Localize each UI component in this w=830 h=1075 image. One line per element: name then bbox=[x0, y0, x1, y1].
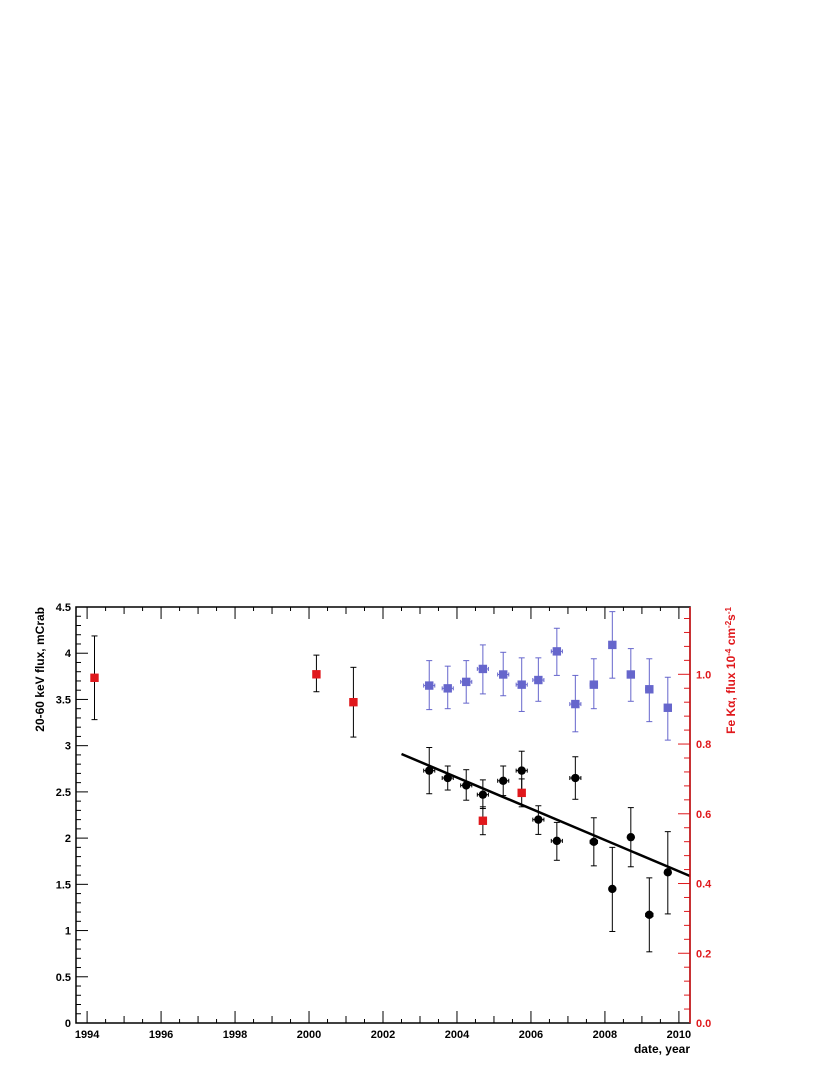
y-left-tick-label: 0.5 bbox=[56, 972, 71, 984]
x-tick-label: 2002 bbox=[371, 1029, 395, 1041]
y-right-tick-label: 0.2 bbox=[696, 948, 711, 960]
data-point-square bbox=[90, 673, 99, 682]
data-point-circle bbox=[663, 868, 673, 877]
data-point-square bbox=[552, 647, 562, 656]
data-point-circle bbox=[645, 910, 654, 920]
data-point-circle bbox=[589, 837, 599, 847]
x-tick-label: 2004 bbox=[445, 1029, 470, 1041]
data-point-square bbox=[349, 697, 358, 707]
data-point-square bbox=[589, 680, 599, 689]
data-point-circle bbox=[608, 884, 617, 894]
y-left-tick-label: 3.5 bbox=[56, 694, 71, 706]
data-point-circle bbox=[425, 766, 434, 775]
y-right-tick-label: 0.4 bbox=[696, 879, 712, 891]
y-left-tick-label: 4 bbox=[65, 648, 72, 660]
ticks-layer bbox=[76, 606, 690, 1024]
labels-layer: 1994 1996 1998 2000 2002 2004 2006 2008 2010 0 0.5… bbox=[56, 602, 712, 1041]
y-left-tick-label: 3 bbox=[65, 741, 71, 753]
data-point-square bbox=[626, 670, 636, 679]
data-point-square bbox=[312, 670, 321, 679]
data-point-square bbox=[478, 816, 488, 825]
y-left-tick-label: 1 bbox=[65, 926, 71, 938]
data-point-square bbox=[608, 640, 617, 650]
data-point-circle bbox=[443, 773, 452, 783]
y-left-tick-label: 2 bbox=[65, 833, 71, 845]
data-point-circle bbox=[571, 773, 580, 783]
y-right-tick-label: 0.0 bbox=[696, 1018, 711, 1030]
data-point-circle bbox=[462, 781, 471, 790]
data-point-square bbox=[645, 685, 654, 694]
y-axis-left-title: 20-60 keV flux, mCrab bbox=[33, 607, 47, 732]
data-point-circle bbox=[478, 790, 488, 799]
data-point-square bbox=[534, 675, 543, 685]
y-right-tick-label: 1.0 bbox=[696, 669, 711, 681]
data-point-square bbox=[425, 681, 434, 690]
data-point-circle bbox=[626, 832, 636, 842]
markers-layer bbox=[90, 640, 673, 920]
y-right-tick-label: 0.8 bbox=[696, 739, 711, 751]
data-point-square bbox=[517, 788, 526, 798]
data-point-square bbox=[478, 664, 488, 674]
data-point-square bbox=[462, 677, 471, 687]
data-point-square bbox=[663, 703, 673, 712]
x-tick-label: 2008 bbox=[593, 1029, 617, 1041]
x-tick-label: 2006 bbox=[519, 1029, 543, 1041]
x-tick-label: 1998 bbox=[223, 1029, 247, 1041]
data-point-circle bbox=[499, 776, 508, 785]
y-right-tick-label: 0.6 bbox=[696, 809, 711, 821]
x-tick-label: 2000 bbox=[297, 1029, 321, 1041]
x-axis-title: date, year bbox=[634, 1042, 690, 1056]
y-left-tick-label: 2.5 bbox=[56, 787, 71, 799]
data-point-circle bbox=[534, 815, 543, 824]
x-tick-label: 1996 bbox=[149, 1029, 173, 1041]
data-point-square bbox=[571, 699, 580, 709]
data-point-circle bbox=[552, 836, 562, 846]
data-point-circle bbox=[517, 766, 526, 775]
x-tick-label: 1994 bbox=[75, 1029, 100, 1041]
y-left-tick-label: 1.5 bbox=[56, 879, 71, 891]
x-tick-label: 2010 bbox=[667, 1029, 691, 1041]
y-left-tick-label: 4.5 bbox=[56, 602, 71, 614]
data-point-square bbox=[517, 680, 526, 689]
data-point-square bbox=[443, 684, 452, 693]
y-axis-right-title: Fe Kα, flux 10-4 cm-2s-1 bbox=[724, 606, 738, 733]
y-left-tick-label: 0 bbox=[65, 1018, 71, 1030]
data-point-square bbox=[499, 670, 508, 679]
